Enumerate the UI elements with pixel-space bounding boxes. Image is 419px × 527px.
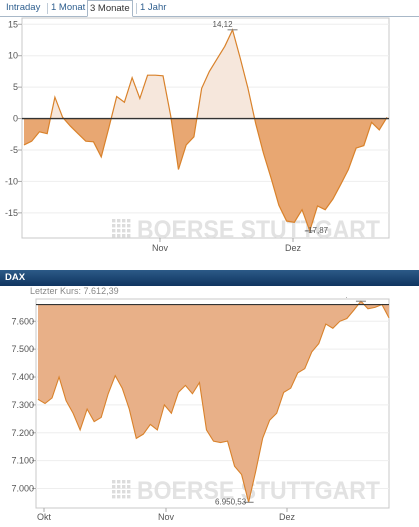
watermark-square bbox=[122, 224, 126, 228]
watermark-square bbox=[117, 490, 121, 494]
watermark-square bbox=[112, 224, 116, 228]
plot-frame bbox=[35, 298, 390, 509]
last-price-label: Letzter Kurs: bbox=[30, 286, 82, 296]
watermark-square bbox=[117, 495, 121, 499]
x-tick-label: Nov bbox=[152, 243, 169, 253]
tab-intraday[interactable]: Intraday bbox=[6, 2, 41, 13]
y-tick-label: 5 bbox=[13, 82, 18, 92]
max-annotation: 14,12 bbox=[213, 20, 234, 29]
negative-area bbox=[24, 118, 387, 231]
watermark-square bbox=[122, 480, 126, 484]
x-tick-label: Dez bbox=[279, 512, 296, 522]
tab-1-monat[interactable]: 1 Monat bbox=[51, 2, 86, 13]
min-annotation: -17,87 bbox=[305, 226, 328, 235]
x-tick-label: Okt bbox=[37, 512, 52, 522]
watermark-square bbox=[117, 480, 121, 484]
plot-frame bbox=[21, 17, 390, 239]
x-tick-label: Nov bbox=[158, 512, 175, 522]
price-area bbox=[38, 301, 389, 503]
watermark-square bbox=[117, 229, 121, 233]
watermark-square bbox=[117, 219, 121, 223]
index-name: DAX bbox=[5, 272, 26, 283]
max-annotation: 7.672,10 bbox=[325, 297, 357, 299]
positive-area bbox=[24, 29, 387, 119]
y-tick-label: -5 bbox=[10, 145, 18, 155]
watermark-square bbox=[122, 229, 126, 233]
watermark-square bbox=[127, 229, 131, 233]
y-tick-label: 7.300 bbox=[11, 400, 34, 410]
watermark-square bbox=[122, 490, 126, 494]
tab-3-monate[interactable]: 3 Monate bbox=[87, 0, 133, 17]
performance-line bbox=[23, 28, 388, 233]
y-tick-label: -15 bbox=[5, 208, 18, 218]
watermark-square bbox=[122, 219, 126, 223]
watermark-square bbox=[122, 495, 126, 499]
last-price: Letzter Kurs: 7.612,39 bbox=[30, 286, 119, 296]
watermark-square bbox=[112, 229, 116, 233]
index-header-bar: DAX bbox=[0, 270, 419, 286]
watermark-square bbox=[127, 490, 131, 494]
watermark-square bbox=[112, 495, 116, 499]
watermark-square bbox=[117, 234, 121, 238]
watermark-square bbox=[122, 234, 126, 238]
y-tick-label: 15 bbox=[8, 19, 18, 29]
watermark-square bbox=[112, 490, 116, 494]
dax-price-chart: 7.600 7.500 7.400 7.300 7.200 7.100 7.000 Okt No… bbox=[11, 297, 390, 522]
watermark-square bbox=[122, 485, 126, 489]
y-tick-label: 7.100 bbox=[11, 456, 34, 466]
watermark-square bbox=[127, 224, 131, 228]
y-tick-label: 10 bbox=[8, 51, 18, 61]
watermark-square bbox=[127, 219, 131, 223]
timeframe-tabs: Intraday 1 Monat 3 Monate 1 Jahr bbox=[0, 0, 419, 17]
watermark-square bbox=[127, 495, 131, 499]
watermark-square bbox=[117, 224, 121, 228]
watermark-logo: BOERSE STUTTGART bbox=[112, 477, 380, 505]
watermark-square bbox=[127, 480, 131, 484]
watermark-square bbox=[112, 234, 116, 238]
y-tick-label: -10 bbox=[5, 176, 18, 186]
last-price-value: 7.612,39 bbox=[83, 286, 119, 296]
watermark-text: BOERSE STUTTGART bbox=[137, 477, 380, 505]
price-line bbox=[37, 300, 390, 503]
watermark-square bbox=[127, 485, 131, 489]
y-tick-label: 7.500 bbox=[11, 344, 34, 354]
watermark-square bbox=[117, 485, 121, 489]
min-annotation: 6.950,53 bbox=[215, 497, 247, 506]
y-tick-label: 7.000 bbox=[11, 483, 34, 493]
tab-1-jahr[interactable]: 1 Jahr bbox=[140, 2, 167, 13]
y-tick-label: 7.200 bbox=[11, 428, 34, 438]
watermark-logo: BOERSE STUTTGART bbox=[112, 216, 380, 244]
x-tick-label: Dez bbox=[285, 243, 302, 253]
tab-separator bbox=[47, 3, 48, 14]
watermark-square bbox=[112, 219, 116, 223]
y-tick-label: 0 bbox=[13, 114, 18, 124]
y-tick-label: 7.400 bbox=[11, 372, 34, 382]
watermark-square bbox=[112, 485, 116, 489]
watermark-square bbox=[127, 234, 131, 238]
watermark-square bbox=[112, 480, 116, 484]
watermark-text: BOERSE STUTTGART bbox=[137, 216, 380, 244]
tab-separator bbox=[136, 3, 137, 14]
y-tick-label: 7.600 bbox=[11, 316, 34, 326]
